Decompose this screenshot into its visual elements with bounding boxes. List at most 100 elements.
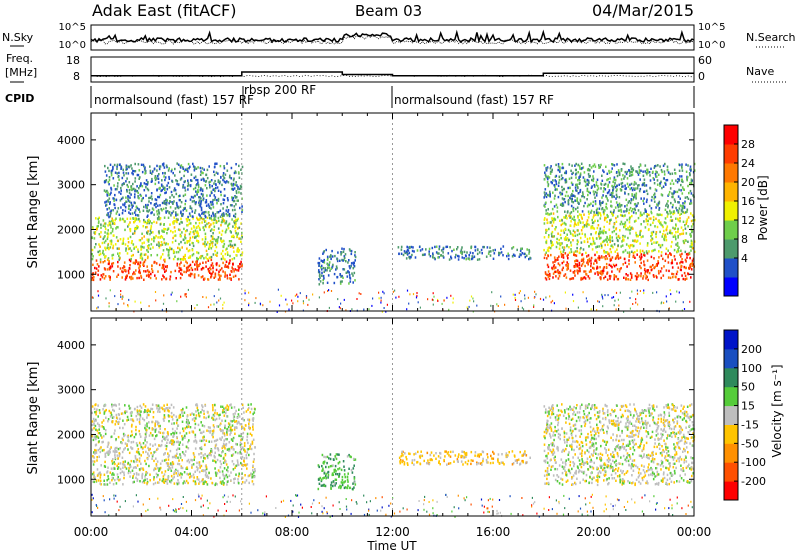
data-cell: [191, 260, 194, 264]
noise-cell: [155, 299, 157, 302]
data-cell: [132, 182, 134, 186]
data-cell: [154, 450, 157, 453]
data-cell: [686, 220, 688, 223]
data-cell: [555, 245, 558, 249]
data-cell: [95, 449, 97, 452]
noise-cell: [122, 296, 124, 299]
data-cell: [354, 254, 356, 257]
data-cell: [220, 239, 222, 242]
data-cell: [651, 232, 653, 235]
data-cell: [121, 217, 124, 221]
data-cell: [224, 426, 226, 430]
data-cell: [167, 251, 170, 254]
data-cell: [171, 427, 174, 431]
data-cell: [130, 275, 133, 279]
data-cell: [122, 203, 124, 206]
data-cell: [594, 202, 597, 206]
data-cell: [97, 431, 100, 435]
data-cell: [655, 231, 658, 234]
data-cell: [653, 197, 655, 200]
data-cell: [609, 237, 611, 240]
data-cell: [227, 199, 229, 202]
data-cell: [172, 202, 174, 205]
data-cell: [143, 253, 146, 256]
data-cell: [154, 178, 157, 182]
data-cell: [581, 262, 584, 266]
data-cell: [144, 459, 146, 463]
data-cell: [612, 187, 615, 190]
data-cell: [659, 222, 661, 225]
data-cell: [214, 243, 217, 246]
data-cell: [236, 426, 238, 430]
data-cell: [107, 235, 109, 238]
data-cell: [189, 205, 192, 208]
data-cell: [230, 277, 232, 280]
data-cell: [570, 194, 572, 197]
data-cell: [163, 230, 165, 233]
data-cell: [543, 248, 545, 252]
data-cell: [173, 475, 175, 479]
data-cell: [584, 201, 586, 205]
data-cell: [179, 170, 181, 174]
noise-cell: [518, 292, 520, 295]
data-cell: [118, 171, 120, 175]
noise-cell: [416, 292, 418, 294]
data-cell: [665, 204, 667, 207]
data-cell: [317, 261, 320, 265]
data-cell: [214, 162, 216, 166]
data-cell: [141, 476, 143, 480]
data-cell: [152, 246, 154, 249]
data-cell: [232, 275, 235, 278]
data-cell: [94, 403, 96, 407]
data-cell: [622, 250, 624, 254]
data-cell: [588, 245, 590, 248]
data-cell: [167, 455, 170, 458]
noise-cell: [514, 296, 516, 299]
data-cell: [660, 267, 663, 270]
data-cell: [221, 445, 224, 448]
data-cell: [613, 164, 616, 167]
data-cell: [215, 186, 217, 190]
data-cell: [630, 174, 633, 177]
noise-cell: [637, 303, 639, 306]
data-cell: [158, 165, 161, 168]
data-cell: [134, 227, 136, 231]
data-cell: [580, 162, 583, 165]
data-cell: [148, 218, 150, 221]
data-cell: [109, 278, 111, 281]
data-cell: [201, 275, 204, 278]
data-cell: [555, 259, 557, 262]
data-cell: [599, 165, 601, 169]
data-cell: [637, 173, 640, 176]
data-cell: [658, 243, 660, 247]
data-cell: [163, 201, 165, 205]
data-cell: [135, 205, 138, 208]
data-cell: [679, 197, 681, 200]
data-cell: [621, 222, 624, 226]
power-region-2: [103, 162, 244, 219]
data-cell: [99, 482, 101, 485]
data-cell: [168, 186, 171, 189]
data-cell: [139, 261, 142, 264]
data-cell: [494, 248, 496, 252]
data-cell: [165, 201, 168, 204]
data-cell: [649, 174, 651, 177]
data-cell: [181, 258, 183, 261]
data-cell: [175, 454, 177, 458]
data-cell: [196, 193, 198, 196]
data-cell: [630, 182, 633, 186]
data-cell: [197, 251, 200, 255]
data-cell: [249, 445, 251, 448]
data-cell: [233, 187, 236, 190]
data-cell: [689, 262, 692, 266]
data-cell: [124, 460, 126, 463]
data-cell: [569, 216, 571, 219]
data-cell: [678, 201, 680, 204]
data-cell: [103, 427, 105, 430]
data-cell: [203, 435, 205, 438]
data-cell: [107, 180, 110, 184]
data-cell: [577, 192, 580, 195]
data-cell: [553, 217, 556, 220]
noise-cell: [371, 304, 373, 307]
data-cell: [684, 258, 687, 262]
